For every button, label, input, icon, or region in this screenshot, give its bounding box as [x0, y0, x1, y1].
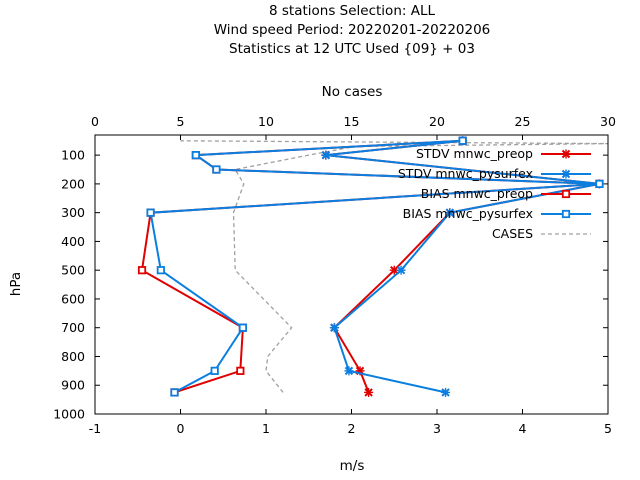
- legend-label-stdv-preop: STDV mnwc_preop: [416, 146, 533, 161]
- series-line-stdv-mnwc-pysurfex: [325, 139, 600, 394]
- point-bias-mnwc-pysurfex: [156, 266, 165, 275]
- legend-marker-bias-mnwc-preop: [561, 189, 571, 199]
- y-axis-label: hPa: [8, 272, 24, 296]
- point-bias-mnwc-pysurfex: [212, 165, 221, 174]
- point-bias-mnwc-pysurfex: [146, 208, 155, 217]
- y-tick-label: 100: [61, 148, 85, 163]
- chart-title-line-2: Wind speed Period: 20220201-20220206: [214, 22, 491, 38]
- x2-tick-label: 25: [515, 114, 531, 129]
- axes-layer: -1 0 1 2 3 4 5 0 5 10 15 20 25 30 100 200 300 400 500 600 70…: [53, 114, 616, 436]
- plot-frame: [94, 134, 609, 415]
- x2-tick-label: 30: [600, 114, 616, 129]
- y-tick-label: 700: [61, 320, 85, 335]
- point-bias-mnwc-pysurfex: [191, 151, 200, 160]
- point-stdv-mnwc-pysurfex: [396, 265, 406, 275]
- chart-title-line-3: Statistics at 12 UTC Used {09} + 03: [229, 41, 475, 57]
- point-stdv-mnwc-pysurfex: [441, 387, 451, 397]
- point-stdv-mnwc-pysurfex: [329, 323, 339, 333]
- x-tick-label: 2: [348, 421, 356, 436]
- x2-tick-label: 20: [429, 114, 445, 129]
- legend-marker-stdv-mnwc-pysurfex: [561, 169, 571, 179]
- x-tick-label: 0: [177, 421, 185, 436]
- x2-tick-label: 0: [91, 114, 99, 129]
- y-tick-label: 200: [61, 176, 85, 191]
- y-tick-label: 800: [61, 349, 85, 364]
- series-layer: [137, 136, 609, 397]
- chart-title-line-1: 8 stations Selection: ALL: [269, 3, 435, 19]
- x2-tick-label: 15: [344, 114, 360, 129]
- point-bias-mnwc-pysurfex: [210, 366, 219, 375]
- x-axis-label: m/s: [340, 458, 365, 474]
- y-tick-label: 500: [61, 263, 85, 278]
- point-stdv-mnwc-pysurfex: [344, 366, 354, 376]
- point-bias-mnwc-pysurfex: [238, 323, 248, 332]
- point-bias-mnwc-pysurfex: [458, 136, 467, 145]
- point-stdv-mnwc-preop: [364, 387, 374, 397]
- point-stdv-mnwc-pysurfex: [321, 150, 331, 160]
- x-tick-label: 4: [519, 421, 527, 436]
- x-tick-label: 3: [433, 421, 441, 436]
- x2-tick-label: 10: [258, 114, 274, 129]
- point-bias-mnwc-preop: [137, 266, 147, 275]
- legend-marker-stdv-mnwc-preop: [561, 149, 571, 159]
- point-bias-mnwc-preop: [236, 366, 245, 375]
- legend: STDV mnwc_preop STDV mnwc_pysurfex BIAS …: [398, 146, 591, 241]
- legend-marker-bias-mnwc-pysurfex: [561, 209, 571, 219]
- point-stdv-mnwc-pysurfex: [445, 208, 455, 218]
- x2-axis-label: No cases: [322, 84, 383, 100]
- x-tick-label: 1: [262, 421, 270, 436]
- point-bias-mnwc-pysurfex: [595, 179, 604, 188]
- point-bias-mnwc-pysurfex: [170, 388, 179, 397]
- y-tick-label: 300: [61, 205, 85, 220]
- x2-tick-label: 5: [177, 114, 185, 129]
- x-tick-label: -1: [89, 421, 101, 436]
- legend-label-cases: CASES: [492, 226, 533, 241]
- legend-label-bias-pysurfex: BIAS mnwc_pysurfex: [403, 206, 533, 221]
- y-tick-label: 1000: [53, 407, 85, 422]
- y-tick-label: 400: [61, 234, 85, 249]
- series-line-cases: [180, 140, 609, 393]
- y-tick-label: 600: [61, 291, 85, 306]
- legend-label-bias-preop: BIAS mnwc_preop: [421, 186, 533, 201]
- y-tick-label: 900: [61, 378, 85, 393]
- x-tick-label: 5: [604, 421, 612, 436]
- legend-label-stdv-pysurfex: STDV mnwc_pysurfex: [398, 166, 533, 181]
